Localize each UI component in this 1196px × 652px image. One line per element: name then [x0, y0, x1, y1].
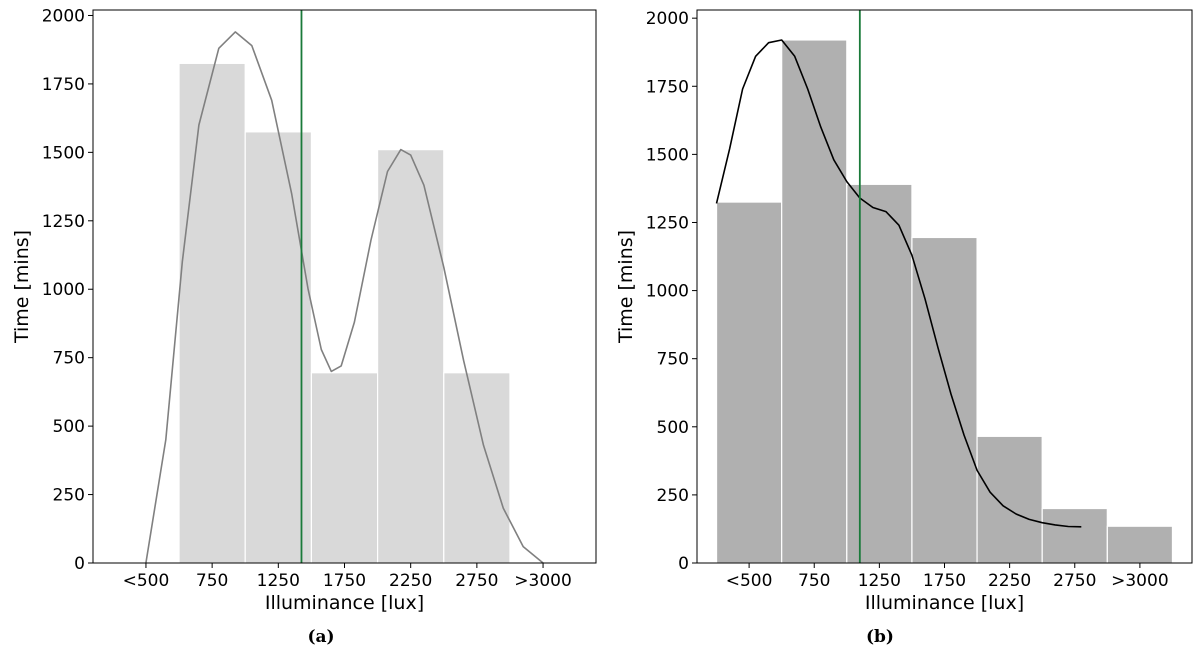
y-tick-label: 0: [678, 554, 689, 574]
x-tick-label: <500: [726, 571, 773, 591]
y-tick-label: 1750: [646, 77, 689, 97]
bar: [846, 183, 913, 564]
y-tick-label: 1250: [42, 212, 85, 232]
panel-a-histogram: 0 250 500 750 1000 1250 1500 1750 2000 <500 750 125…: [11, 6, 597, 647]
x-tick-label: >3000: [1111, 571, 1169, 591]
y-axis-label: Time [mins]: [615, 230, 637, 344]
bar: [178, 62, 246, 564]
x-tick-label: 2750: [1053, 571, 1096, 591]
x-tick-label: 2750: [455, 571, 498, 591]
x-tick-label: 2250: [988, 571, 1031, 591]
bar: [310, 372, 379, 564]
bar: [244, 131, 313, 564]
y-tick-label: 1500: [646, 145, 689, 165]
x-axis-label: Illuminance [lux]: [865, 592, 1024, 614]
y-axis-label: Time [mins]: [11, 230, 33, 344]
panel-b-histogram: 0 250 500 750 1000 1250 1500 1750 2000 <500 750 125…: [615, 9, 1193, 647]
y-tick-label: 2000: [646, 9, 689, 29]
x-tick-label: 1750: [323, 571, 366, 591]
x-tick-label: 2250: [389, 571, 432, 591]
y-tick-label: 750: [657, 350, 689, 370]
y-tick-label: 1750: [42, 75, 85, 95]
x-tick-label: <500: [123, 571, 170, 591]
x-tick-label: 1250: [257, 571, 300, 591]
x-tick-label: 1250: [858, 571, 901, 591]
panel-caption: (b): [866, 627, 894, 647]
panel-caption: (a): [307, 627, 334, 647]
density-curve: [715, 39, 1082, 528]
y-tick-label: 2000: [42, 6, 85, 26]
bar: [1106, 525, 1174, 564]
y-tick-label: 250: [657, 486, 689, 506]
bar: [976, 435, 1043, 564]
y-tick-label: 1250: [646, 213, 689, 233]
y-tick-label: 1000: [646, 282, 689, 302]
density-curve: [145, 31, 544, 564]
bar: [376, 149, 445, 564]
y-tick-label: 250: [53, 486, 85, 506]
bar: [1041, 507, 1108, 564]
y-tick-label: 750: [53, 349, 85, 369]
bar: [781, 39, 848, 564]
y-tick-label: 1500: [42, 143, 85, 163]
x-axis-label: Illuminance [lux]: [265, 592, 424, 614]
x-tick-label: 1750: [923, 571, 966, 591]
y-tick-label: 500: [53, 417, 85, 437]
bar: [715, 201, 783, 564]
y-tick-label: 500: [657, 418, 689, 438]
x-tick-label: 750: [196, 571, 228, 591]
x-tick-label: >3000: [514, 571, 572, 591]
y-tick-label: 0: [74, 554, 85, 574]
y-tick-label: 1000: [42, 280, 85, 300]
bar: [443, 372, 511, 564]
x-tick-label: 750: [798, 571, 830, 591]
